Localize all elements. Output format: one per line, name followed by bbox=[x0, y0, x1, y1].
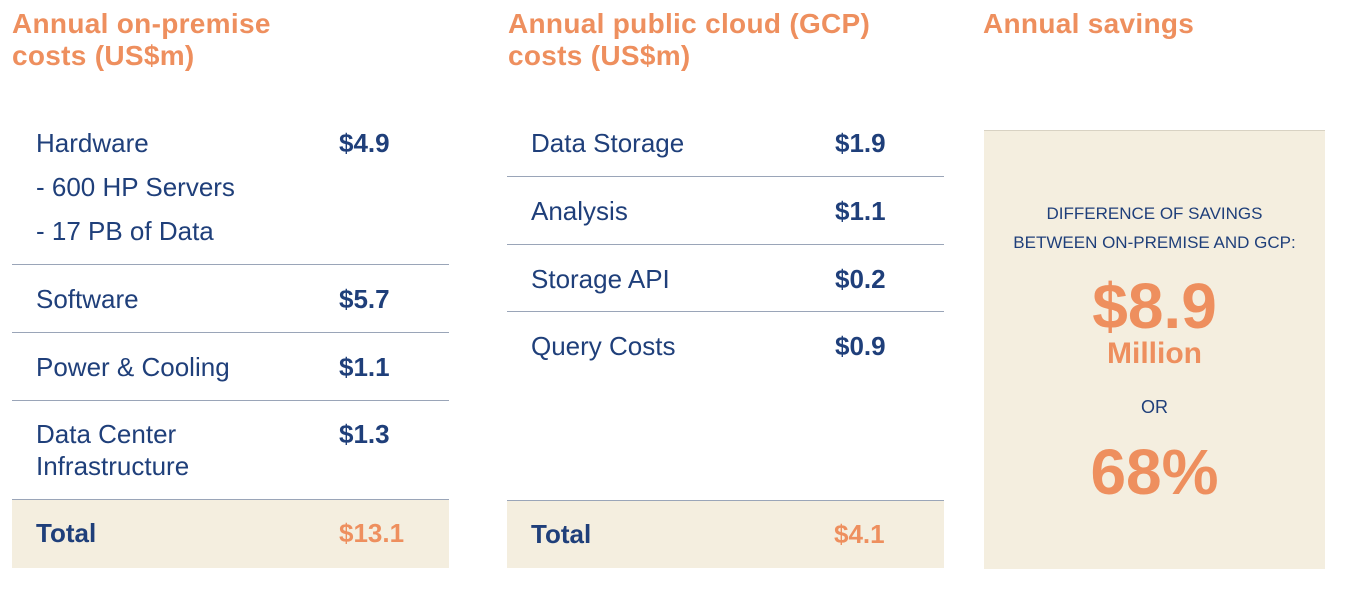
table-row-hardware: Hardware - 600 HP Servers - 17 PB of Dat… bbox=[12, 112, 449, 265]
savings-caption-line1: DIFFERENCE OF SAVINGS bbox=[1046, 204, 1263, 223]
on-premise-heading-line1: Annual on-premise bbox=[12, 8, 271, 39]
savings-heading: Annual savings bbox=[983, 8, 1194, 40]
savings-unit: Million bbox=[1107, 337, 1202, 370]
storage-api-value: $0.2 bbox=[835, 264, 886, 294]
data-center-label-line1: Data Center bbox=[36, 419, 177, 449]
cloud-heading-line2: costs (US$m) bbox=[508, 40, 691, 71]
table-row-data-center: Data Center Infrastructure $1.3 bbox=[12, 401, 449, 499]
hardware-detail-servers: - 600 HP Servers bbox=[36, 172, 235, 202]
savings-heading-text: Annual savings bbox=[983, 8, 1195, 39]
hardware-label: Hardware bbox=[36, 128, 149, 158]
table-row-query-costs: Query Costs $0.9 bbox=[507, 312, 944, 500]
hardware-detail-data: - 17 PB of Data bbox=[36, 216, 214, 246]
storage-api-label: Storage API bbox=[531, 264, 670, 294]
cloud-heading-line1: Annual public cloud (GCP) bbox=[508, 8, 871, 39]
data-center-label: Data Center Infrastructure bbox=[36, 418, 189, 482]
query-costs-label: Query Costs bbox=[531, 331, 676, 361]
data-storage-label: Data Storage bbox=[531, 128, 685, 158]
data-center-label-line2: Infrastructure bbox=[36, 451, 190, 481]
power-cooling-label: Power & Cooling bbox=[36, 352, 230, 382]
hardware-value: $4.9 bbox=[339, 128, 390, 158]
cloud-total-value: $4.1 bbox=[834, 519, 885, 549]
savings-panel: DIFFERENCE OF SAVINGS BETWEEN ON-PREMISE… bbox=[984, 130, 1325, 569]
savings-percent: 68% bbox=[1090, 436, 1219, 508]
on-premise-total-value: $13.1 bbox=[339, 518, 405, 548]
software-label: Software bbox=[36, 284, 139, 314]
row-label: Hardware - 600 HP Servers - 17 PB of Dat… bbox=[36, 127, 235, 253]
analysis-label: Analysis bbox=[531, 196, 628, 226]
on-premise-heading-line2: costs (US$m) bbox=[12, 40, 195, 71]
cloud-total-row: Total $4.1 bbox=[507, 500, 944, 568]
cloud-total-label: Total bbox=[531, 519, 592, 549]
software-value: $5.7 bbox=[339, 284, 390, 314]
on-premise-heading: Annual on-premise costs (US$m) bbox=[12, 8, 271, 72]
query-costs-value: $0.9 bbox=[835, 331, 886, 361]
savings-caption-line2: BETWEEN ON-PREMISE AND GCP: bbox=[1013, 233, 1296, 252]
data-storage-value: $1.9 bbox=[835, 128, 886, 158]
savings-caption: DIFFERENCE OF SAVINGS BETWEEN ON-PREMISE… bbox=[984, 199, 1325, 257]
table-row-software: Software $5.7 bbox=[12, 265, 449, 333]
on-premise-total-label: Total bbox=[36, 518, 97, 548]
table-row-storage-api: Storage API $0.2 bbox=[507, 245, 944, 312]
table-row-data-storage: Data Storage $1.9 bbox=[507, 112, 944, 177]
table-row-power-cooling: Power & Cooling $1.1 bbox=[12, 333, 449, 401]
savings-amount: $8.9 bbox=[1092, 270, 1217, 342]
savings-or: OR bbox=[1141, 397, 1168, 417]
cloud-heading: Annual public cloud (GCP) costs (US$m) bbox=[508, 8, 870, 72]
power-cooling-value: $1.1 bbox=[339, 352, 390, 382]
data-center-value: $1.3 bbox=[339, 419, 390, 449]
analysis-value: $1.1 bbox=[835, 196, 886, 226]
table-row-analysis: Analysis $1.1 bbox=[507, 177, 944, 245]
on-premise-total-row: Total $13.1 bbox=[12, 499, 449, 568]
